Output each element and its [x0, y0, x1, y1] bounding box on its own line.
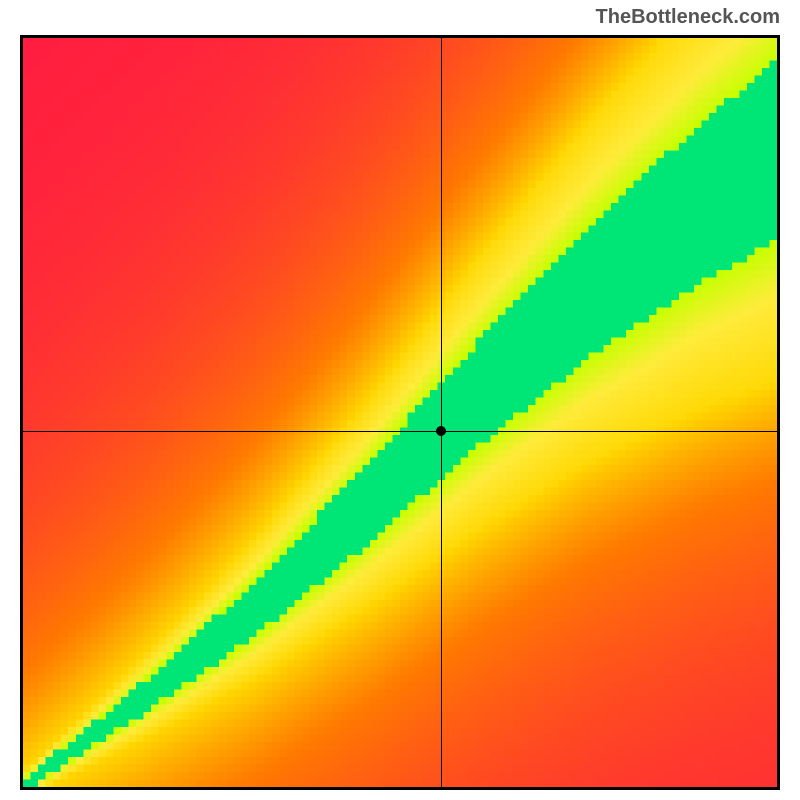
chart-container: TheBottleneck.com [0, 0, 800, 800]
crosshair-horizontal [23, 431, 777, 432]
marker-point [436, 426, 446, 436]
watermark-text: TheBottleneck.com [596, 6, 780, 29]
plot-frame [20, 35, 780, 790]
crosshair-vertical [441, 38, 442, 787]
